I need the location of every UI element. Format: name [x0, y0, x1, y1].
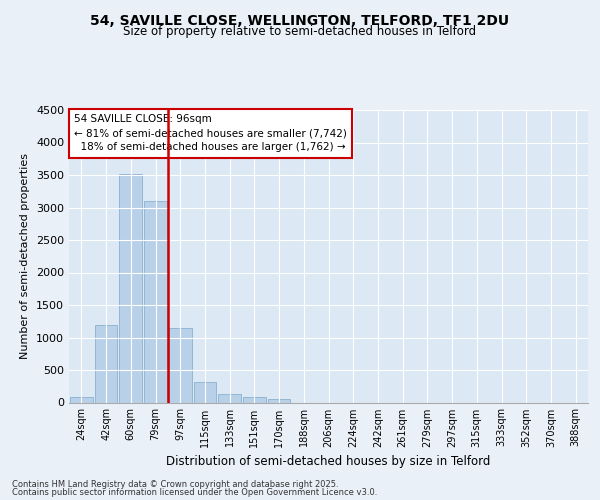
- Bar: [144, 201, 167, 402]
- Bar: [194, 382, 216, 402]
- Y-axis label: Number of semi-detached properties: Number of semi-detached properties: [20, 153, 31, 359]
- Bar: [218, 394, 241, 402]
- Bar: [95, 324, 118, 402]
- Text: Contains HM Land Registry data © Crown copyright and database right 2025.: Contains HM Land Registry data © Crown c…: [12, 480, 338, 489]
- X-axis label: Distribution of semi-detached houses by size in Telford: Distribution of semi-detached houses by …: [166, 455, 491, 468]
- Bar: [169, 328, 191, 402]
- Bar: [243, 396, 266, 402]
- Bar: [119, 174, 142, 402]
- Text: Contains public sector information licensed under the Open Government Licence v3: Contains public sector information licen…: [12, 488, 377, 497]
- Text: 54, SAVILLE CLOSE, WELLINGTON, TELFORD, TF1 2DU: 54, SAVILLE CLOSE, WELLINGTON, TELFORD, …: [91, 14, 509, 28]
- Text: 54 SAVILLE CLOSE: 96sqm
← 81% of semi-detached houses are smaller (7,742)
  18% : 54 SAVILLE CLOSE: 96sqm ← 81% of semi-de…: [74, 114, 347, 152]
- Text: Size of property relative to semi-detached houses in Telford: Size of property relative to semi-detach…: [124, 25, 476, 38]
- Bar: [268, 399, 290, 402]
- Bar: [70, 398, 93, 402]
